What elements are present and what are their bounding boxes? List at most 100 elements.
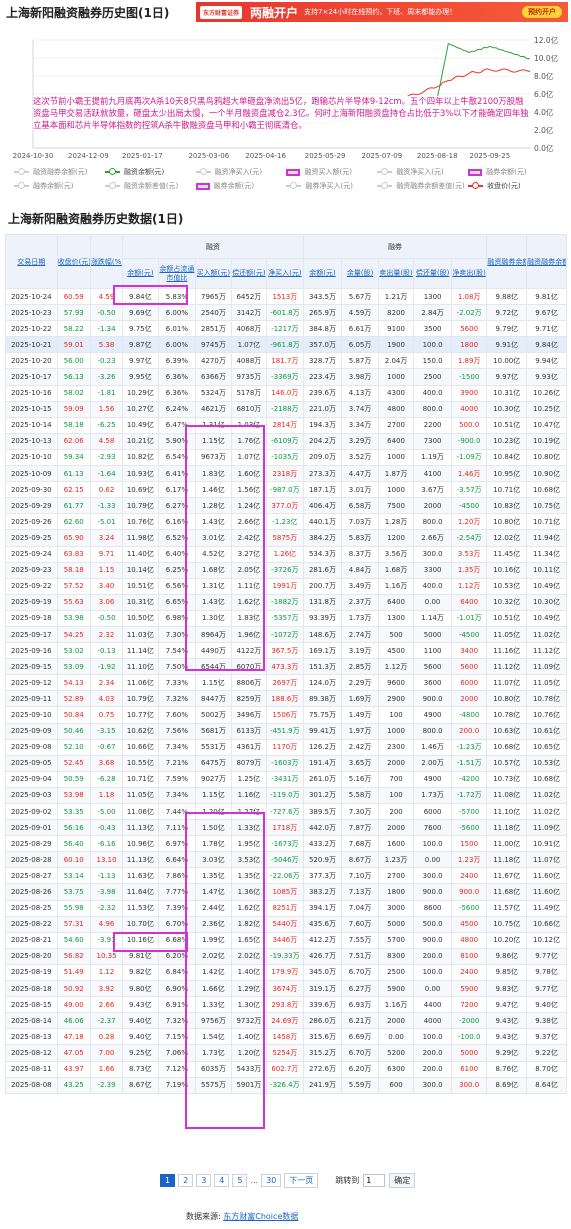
col-rz-bal[interactable]: 余额(元) xyxy=(122,258,159,289)
confirm-button[interactable]: 确定 xyxy=(389,1173,416,1188)
table-row[interactable]: 2025-10-16 58.02 -1.81 10.29亿 6.36% 5324万 5178… xyxy=(5,384,567,402)
x-tick-label: 2025-05-29 xyxy=(305,152,346,160)
legend-item[interactable]: 融券余额(元) xyxy=(195,181,287,191)
page-3[interactable]: 3 xyxy=(196,1174,212,1187)
table-row[interactable]: 2025-08-19 51.49 1.12 9.82亿 6.84% 1.42亿 1.40亿 1… xyxy=(5,963,567,982)
table-row[interactable]: 2025-08-20 56.82 10.35 9.81亿 6.20% 2.02亿 2.02亿… xyxy=(5,947,567,965)
col-rz-net[interactable]: 净买入(元) xyxy=(266,258,304,289)
table-row[interactable]: 2025-08-29 56.40 -6.16 10.96亿 6.97% 1.78亿 1.95… xyxy=(5,835,567,853)
cell-rq-sell: 1.16万 xyxy=(377,996,415,1014)
col-rz-repay[interactable]: 偿还额(元) xyxy=(230,258,268,289)
table-row[interactable]: 2025-09-18 53.98 -0.50 10.50亿 6.98% 1.30亿 1.83… xyxy=(5,609,567,627)
legend-item[interactable]: 融券余额(元) xyxy=(14,181,105,191)
table-row[interactable]: 2025-10-20 56.00 -0.23 9.97亿 6.39% 4270万 4088万… xyxy=(5,352,567,370)
col-rq-sell[interactable]: 卖出量(股) xyxy=(377,258,415,289)
table-row[interactable]: 2025-09-25 65.90 3.24 11.98亿 6.52% 3.01亿 2.42亿… xyxy=(5,529,567,547)
table-row[interactable]: 2025-08-11 43.97 1.66 8.73亿 7.12% 6035万 5433万 6… xyxy=(5,1060,567,1078)
legend-item[interactable]: 融资净买入(元) xyxy=(377,167,468,177)
table-row[interactable]: 2025-08-25 55.98 -2.32 11.53亿 7.39% 2.44亿 1.62… xyxy=(5,899,567,917)
jump-input[interactable] xyxy=(363,1174,386,1187)
table-row[interactable]: 2025-09-17 54.25 2.32 11.03亿 7.30% 8964万 1.96亿… xyxy=(5,625,567,644)
cell-rq-qty: 4.59万 xyxy=(341,304,379,322)
legend-item[interactable]: 融资净买入(元) xyxy=(195,167,287,177)
table-row[interactable]: 2025-09-26 62.60 -5.01 10.76亿 6.16% 1.43亿 2.66… xyxy=(5,513,567,531)
cell-rz-bal: 9.82亿 xyxy=(122,963,159,982)
legend-item[interactable]: 融资融券余额差值(元) xyxy=(377,181,468,191)
col-rz-ratio[interactable]: 余额占流通市值比 xyxy=(157,258,197,289)
cell-date: 2025-09-09 xyxy=(5,722,58,740)
col-total[interactable]: 融资融券余额(元) xyxy=(486,234,528,289)
col-rq-repay[interactable]: 偿还量(股) xyxy=(413,258,452,289)
table-row[interactable]: 2025-09-11 52.89 4.03 10.79亿 7.32% 8447万 8259万… xyxy=(5,690,567,708)
col-rq-qty[interactable]: 余量(股) xyxy=(341,258,379,289)
banner-button[interactable]: 预约开户 xyxy=(522,6,562,18)
col-diff[interactable]: 融资融券余额差值(元) xyxy=(526,234,567,289)
cell-rz-repay: 4088万 xyxy=(230,352,268,370)
table-row[interactable]: 2025-09-16 53.02 -0.13 11.14亿 7.54% 4490万 4122… xyxy=(5,642,567,660)
table-row[interactable]: 2025-08-27 53.14 -1.13 11.63亿 7.86% 1.35亿 1.35… xyxy=(5,867,567,885)
table-row[interactable]: 2025-10-13 62.06 4.58 10.21亿 5.90% 1.15亿 1.76亿… xyxy=(5,432,567,450)
table-row[interactable]: 2025-08-15 49.00 2.66 9.43亿 6.91% 1.33亿 1.30亿 2… xyxy=(5,996,567,1014)
table-row[interactable]: 2025-09-12 54.13 2.34 11.06亿 7.33% 1.15亿 8806万… xyxy=(5,674,567,692)
legend-item[interactable]: 融资买入额(元) xyxy=(286,167,377,177)
table-row[interactable]: 2025-09-15 53.09 -1.92 11.10亿 7.50% 6544万 6070… xyxy=(5,658,567,676)
table-row[interactable]: 2025-08-08 43.25 -2.39 8.67亿 7.19% 5575万 5901万… xyxy=(5,1076,567,1094)
col-pct[interactable]: 涨跌幅(%) xyxy=(89,234,124,289)
page-5[interactable]: 5 xyxy=(232,1174,248,1187)
table-row[interactable]: 2025-10-23 57.93 -0.50 9.69亿 6.00% 2540万 3142万… xyxy=(5,304,567,322)
legend-item[interactable]: 融券余额(元) xyxy=(468,167,559,177)
table-row[interactable]: 2025-09-09 50.46 -3.15 10.62亿 7.56% 5681万 6133… xyxy=(5,722,567,740)
table-row[interactable]: 2025-09-02 53.35 -5.00 11.06亿 7.44% 1.20亿 1.27… xyxy=(5,802,567,821)
cell-rq-qty: 7.10万 xyxy=(341,867,379,885)
table-row[interactable]: 2025-10-24 60.59 4.59 9.84亿 5.83% 7965万 6452万 1… xyxy=(5,287,567,306)
legend-item[interactable]: 收盘价(元) xyxy=(468,181,559,191)
table-row[interactable]: 2025-09-10 50.84 0.75 10.77亿 7.60% 5002万 3496万… xyxy=(5,706,567,724)
table-title: 上海新阳融资融券历史数据(1日) xyxy=(8,212,184,226)
table-row[interactable]: 2025-10-22 58.22 -1.34 9.75亿 6.01% 2851万 4068万… xyxy=(5,320,567,338)
col-rq-bal[interactable]: 余额(元) xyxy=(302,258,343,289)
legend-item[interactable]: 融券净买入(元) xyxy=(286,181,377,191)
page-4[interactable]: 4 xyxy=(214,1174,230,1187)
next-page-button[interactable]: 下一页 xyxy=(284,1173,319,1188)
table-row[interactable]: 2025-08-21 54.60 -3.91 10.16亿 6.68% 1.99亿 1.65… xyxy=(5,931,567,949)
table-row[interactable]: 2025-09-24 63.83 9.71 11.40亿 6.40% 4.52亿 3.27亿… xyxy=(5,545,567,563)
col-date[interactable]: 交易日期 xyxy=(5,234,58,289)
legend-item[interactable]: 融资余额差值(元) xyxy=(104,181,196,191)
col-rq-net[interactable]: 净卖出(股) xyxy=(450,258,488,289)
table-row[interactable]: 2025-09-19 55.63 3.06 10.31亿 6.65% 1.43亿 1.62亿… xyxy=(5,593,567,611)
table-row[interactable]: 2025-08-22 57.31 4.96 10.70亿 6.70% 2.36亿 1.82亿… xyxy=(5,915,567,933)
table-row[interactable]: 2025-08-18 50.92 3.92 9.80亿 6.90% 1.66亿 1.29亿 3… xyxy=(5,980,567,998)
table-row[interactable]: 2025-08-28 60.10 13.10 11.13亿 6.64% 3.03亿 3.53… xyxy=(5,851,567,869)
page-1[interactable]: 1 xyxy=(160,1174,176,1187)
source-link[interactable]: 东方财富Choice数据 xyxy=(223,1212,299,1221)
table-row[interactable]: 2025-10-17 56.13 -3.26 9.95亿 6.36% 6366万 9735万… xyxy=(5,368,567,386)
table-row[interactable]: 2025-10-15 59.09 1.56 10.27亿 6.24% 4621万 6810万… xyxy=(5,400,567,418)
table-row[interactable]: 2025-09-01 56.16 -0.43 11.13亿 7.11% 1.50亿 1.33… xyxy=(5,819,567,837)
page-2[interactable]: 2 xyxy=(178,1174,194,1187)
table-row[interactable]: 2025-08-13 47.18 0.28 9.40亿 7.15% 1.54亿 1.40亿 1… xyxy=(5,1028,567,1046)
table-row[interactable]: 2025-09-04 50.59 -6.28 10.71亿 7.59% 9027万 1.25… xyxy=(5,770,567,788)
legend-item[interactable]: 融资融券余额(元) xyxy=(14,167,105,177)
legend-item[interactable]: 融资余额(元) xyxy=(104,167,196,177)
col-close[interactable]: 收盘价(元) xyxy=(56,234,91,289)
table-row[interactable]: 2025-10-21 59.01 5.38 9.87亿 6.00% 9745万 1.07亿 -… xyxy=(5,336,567,354)
table-row[interactable]: 2025-09-22 57.52 3.40 10.51亿 6.56% 1.31亿 1.11亿… xyxy=(5,577,567,595)
promo-banner[interactable]: 东方财富证券 两融开户 支持7×24小时在线预约，下班、周末都能办理！ 预约开户 xyxy=(196,2,568,22)
table-row[interactable]: 2025-08-14 46.06 -2.37 9.40亿 7.32% 9756万 9732万… xyxy=(5,1012,567,1030)
table-row[interactable]: 2025-10-14 58.18 -6.25 10.49亿 6.47% 1.31亿 1.03… xyxy=(5,416,567,434)
col-rz-buy[interactable]: 买入额(元) xyxy=(195,258,232,289)
table-row[interactable]: 2025-09-23 58.18 1.15 10.14亿 6.25% 1.68亿 2.05亿… xyxy=(5,561,567,579)
table-row[interactable]: 2025-09-30 62.15 0.62 10.69亿 6.17% 1.46亿 1.56亿… xyxy=(5,481,567,499)
table-row[interactable]: 2025-09-03 53.98 1.18 11.05亿 7.34% 1.15亿 1.16亿… xyxy=(5,786,567,805)
table-row[interactable]: 2025-10-10 59.34 -2.93 10.82亿 6.54% 9673万 1.07… xyxy=(5,448,567,467)
cell-rz-net: 473.3万 xyxy=(266,658,304,676)
table-row[interactable]: 2025-09-29 61.77 -1.33 10.79亿 6.27% 1.28亿 1.24… xyxy=(5,497,567,515)
table-row[interactable]: 2025-08-12 47.05 7.00 9.25亿 7.06% 1.73亿 1.20亿 5… xyxy=(5,1044,567,1062)
table-row[interactable]: 2025-09-08 52.10 -0.67 10.66亿 7.34% 5531万 4361… xyxy=(5,738,567,756)
table-row[interactable]: 2025-08-26 53.75 -3.98 11.64亿 7.77% 1.47亿 1.36… xyxy=(5,883,567,901)
cell-rq-net: -5600 xyxy=(450,819,488,837)
cell-pct: 3.24 xyxy=(89,529,124,547)
table-row[interactable]: 2025-10-09 61.13 -1.64 10.93亿 6.41% 1.83亿 1.60… xyxy=(5,465,567,483)
table-row[interactable]: 2025-09-05 52.45 3.68 10.55亿 7.21% 6475万 8079万… xyxy=(5,754,567,772)
page-last[interactable]: 30 xyxy=(261,1174,282,1187)
